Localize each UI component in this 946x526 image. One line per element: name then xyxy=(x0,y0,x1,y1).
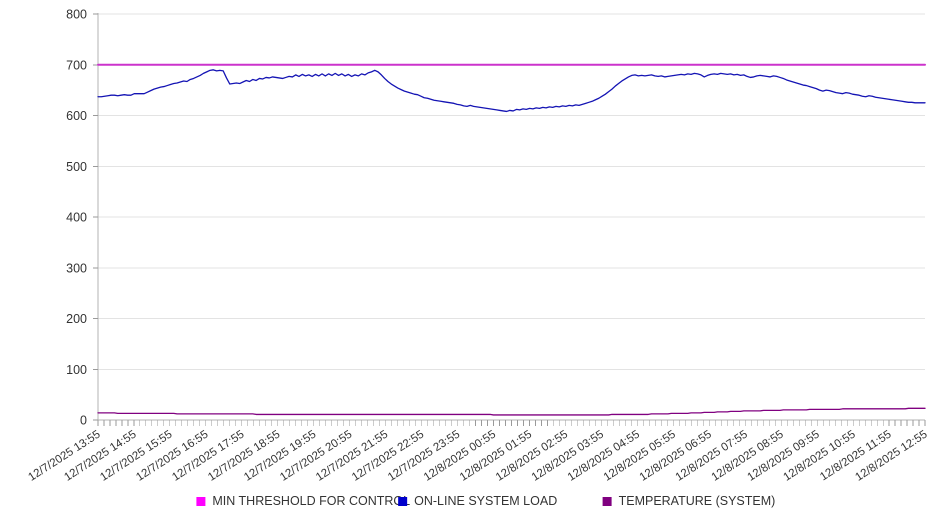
y-tick-label: 300 xyxy=(66,261,87,275)
x-axis xyxy=(97,419,926,426)
legend-label-2: TEMPERATURE (SYSTEM) xyxy=(619,494,776,508)
y-tick-label: 200 xyxy=(66,312,87,326)
y-tick-label: 800 xyxy=(66,8,87,22)
series-lines xyxy=(97,63,926,416)
chart-legend: MIN THRESHOLD FOR CONTROL ON-LINE SYSTEM … xyxy=(196,494,775,508)
legend-swatch-1 xyxy=(398,497,408,506)
legend-swatch-2 xyxy=(602,497,612,506)
gridlines xyxy=(98,13,925,421)
series-line-1 xyxy=(97,69,926,113)
y-axis: 0 100 200 300 400 500 600 700 800 xyxy=(66,8,99,428)
series-line-2 xyxy=(97,407,926,416)
y-tick-label: 400 xyxy=(66,211,87,225)
legend-label-1: ON-LINE SYSTEM LOAD xyxy=(414,494,557,508)
legend-label-0: MIN THRESHOLD FOR CONTROL xyxy=(212,494,410,508)
legend-swatch-0 xyxy=(196,497,206,506)
y-tick-label: 0 xyxy=(80,414,87,428)
y-tick-label: 700 xyxy=(66,58,87,72)
y-tick-label: 600 xyxy=(66,109,87,123)
y-tick-label: 500 xyxy=(66,160,87,174)
y-tick-label: 100 xyxy=(66,363,87,377)
